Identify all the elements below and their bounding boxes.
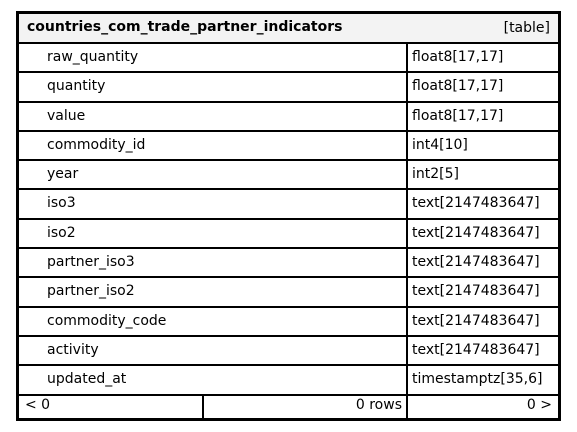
column-type: text[2147483647] — [412, 341, 540, 358]
column-type: float8[17,17] — [412, 78, 504, 95]
column-name: iso3 — [47, 195, 76, 212]
column-row: activity text[2147483647] — [19, 336, 558, 367]
previous-page-button[interactable]: < 0 — [19, 395, 204, 418]
column-row: commodity_id int4[10] — [19, 131, 558, 162]
next-page-button[interactable]: 0 > — [408, 395, 558, 418]
next-page-label: 0 > — [526, 397, 552, 413]
row-count: 0 rows — [204, 395, 408, 418]
table-name: countries_com_trade_partner_indicators — [27, 19, 343, 35]
table-kind-label: [table] — [503, 20, 550, 36]
column-type: int2[5] — [412, 166, 459, 183]
column-row: iso3 text[2147483647] — [19, 190, 558, 220]
column-row: commodity_code text[2147483647] — [19, 307, 558, 337]
column-type: timestamptz[35,6] — [412, 371, 543, 388]
column-list: raw_quantity float8[17,17] quantity floa… — [19, 44, 558, 396]
column-row: raw_quantity float8[17,17] — [19, 44, 558, 74]
column-type: text[2147483647] — [412, 283, 540, 300]
previous-page-label: < 0 — [25, 397, 51, 413]
column-type: text[2147483647] — [412, 195, 540, 212]
column-name: value — [47, 107, 86, 124]
column-name: commodity_code — [47, 312, 167, 329]
row-count-label: 0 rows — [355, 397, 402, 413]
column-type: text[2147483647] — [412, 254, 540, 271]
column-name: updated_at — [47, 371, 127, 388]
column-name: partner_iso3 — [47, 254, 135, 271]
column-name: activity — [47, 341, 99, 358]
column-row: updated_at timestamptz[35,6] — [19, 366, 558, 396]
column-name: commodity_id — [47, 136, 146, 153]
column-name: partner_iso2 — [47, 283, 135, 300]
column-row: partner_iso3 text[2147483647] — [19, 249, 558, 279]
column-type: text[2147483647] — [412, 224, 540, 241]
column-row: year int2[5] — [19, 161, 558, 191]
column-row: iso2 text[2147483647] — [19, 219, 558, 250]
column-name: year — [47, 166, 79, 183]
column-row: value float8[17,17] — [19, 102, 558, 132]
column-name: raw_quantity — [47, 49, 139, 65]
table-entity: countries_com_trade_partner_indicators [… — [16, 11, 561, 421]
column-name: quantity — [47, 78, 106, 95]
column-type: int4[10] — [412, 136, 468, 153]
column-name: iso2 — [47, 224, 76, 241]
column-type: float8[17,17] — [412, 49, 504, 65]
column-row: quantity float8[17,17] — [19, 73, 558, 103]
column-type: text[2147483647] — [412, 312, 540, 329]
column-row: partner_iso2 text[2147483647] — [19, 278, 558, 308]
column-type: float8[17,17] — [412, 107, 504, 124]
pagination-footer: < 0 0 rows 0 > — [19, 395, 558, 418]
table-header: countries_com_trade_partner_indicators [… — [19, 14, 558, 44]
